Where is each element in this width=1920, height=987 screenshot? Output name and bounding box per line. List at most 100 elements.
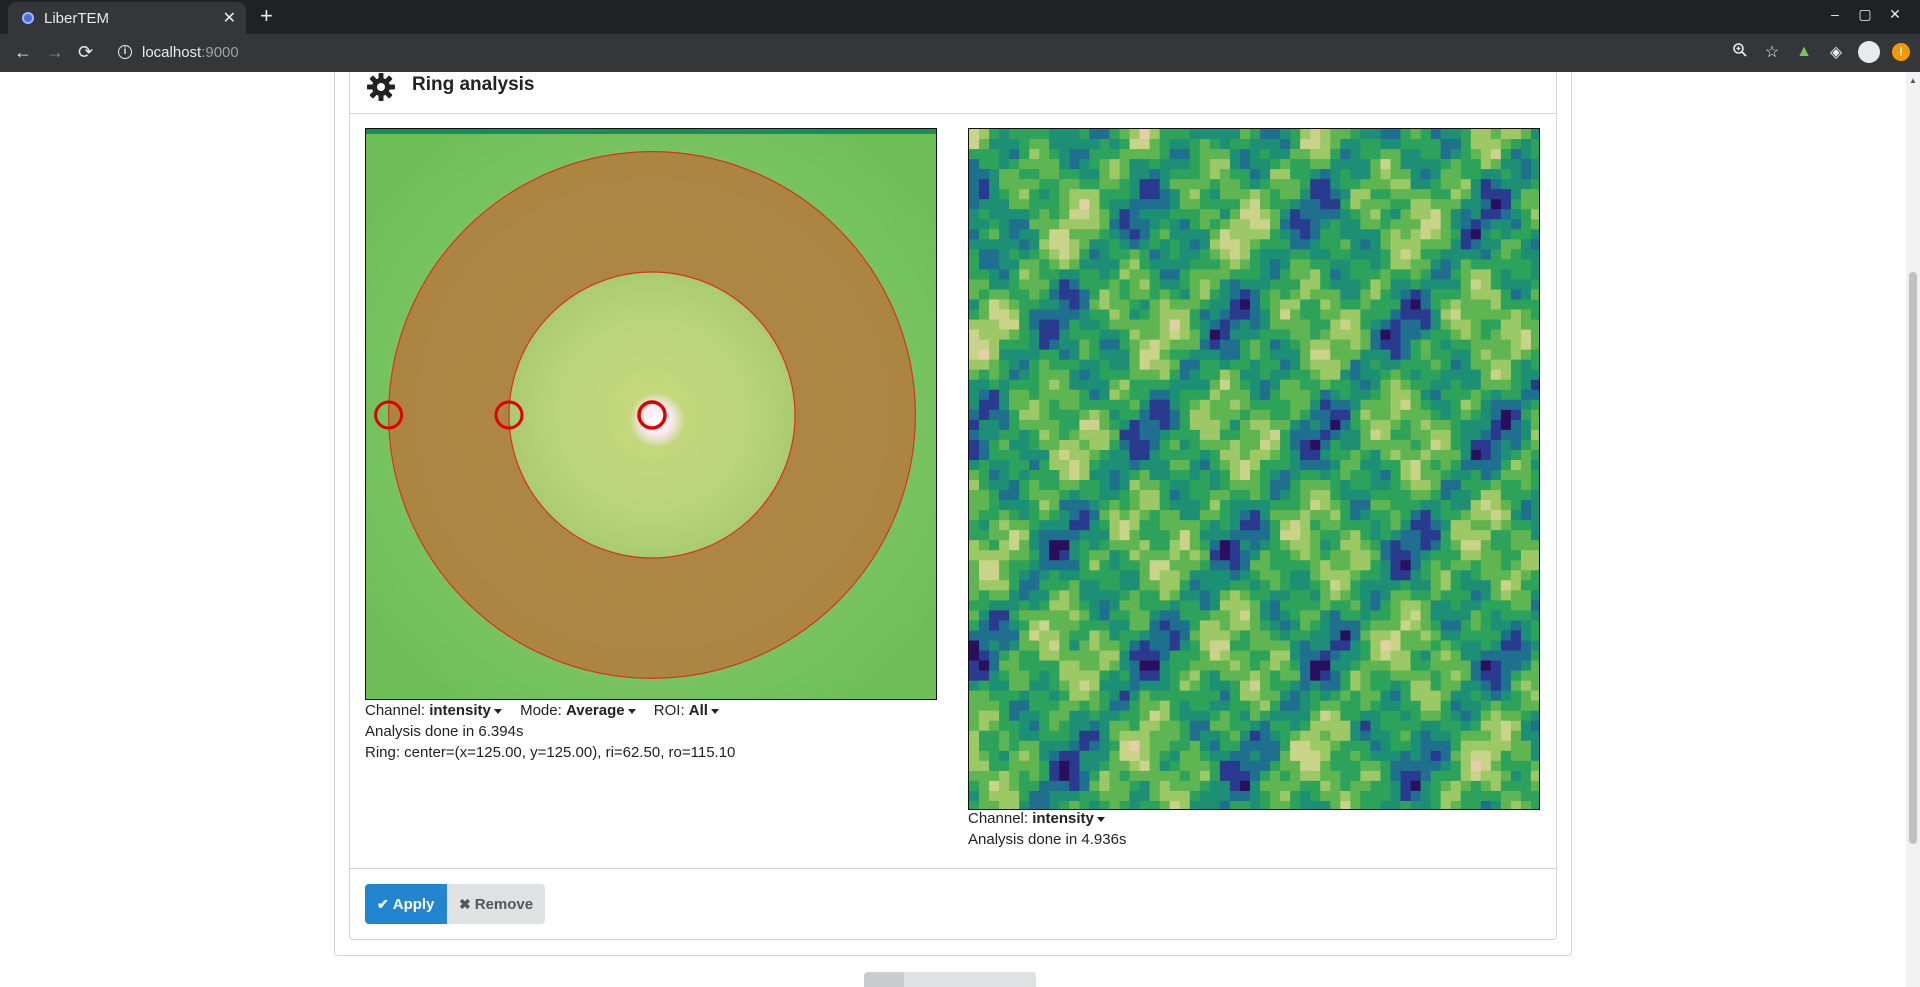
result-pixel [1049,680,1060,692]
result-pixel [1340,379,1351,391]
result-pixel [1320,720,1331,732]
result-pixel [969,780,980,792]
result-pixel [1209,500,1221,511]
address-bar[interactable]: localhost:9000 [142,44,239,61]
result-pixel [1009,680,1020,692]
browser-tab[interactable]: LiberTEM ✕ [8,2,246,34]
frame-view[interactable] [365,128,937,700]
result-pixel [1119,239,1131,250]
tab-close-icon[interactable]: ✕ [222,10,236,27]
result-pixel [989,480,1000,491]
result-pixel [1249,309,1261,321]
result-pixel [1340,720,1351,732]
result-pixel [999,600,1010,611]
result-pixel [1520,680,1532,692]
zoom-icon[interactable] [1730,42,1750,63]
result-pixel [1320,299,1331,311]
result-pixel [1270,580,1281,591]
result-channel-dropdown[interactable]: Channel: intensity [968,810,1105,827]
result-pixel [1149,590,1161,601]
result-pixel [1260,369,1271,381]
result-pixel [1119,710,1131,722]
roi-dropdown[interactable]: ROI: All [654,702,719,719]
result-image[interactable] [969,129,1540,810]
result-pixel [1029,229,1040,240]
result-pixel [1189,520,1201,531]
result-pixel [1249,219,1261,230]
result-pixel [1320,339,1331,351]
result-pixel [1119,550,1131,561]
result-pixel [1370,399,1381,411]
scroll-up-icon[interactable]: ▲ [1909,76,1917,85]
apply-button[interactable]: ✔ Apply [365,884,447,924]
mode-dropdown[interactable]: Mode: Average [520,702,636,719]
result-pixel [1320,630,1331,641]
result-pixel [1330,550,1341,561]
result-pixel [1520,339,1532,351]
reload-button[interactable]: ⟳ [78,42,94,62]
result-pixel [1390,580,1402,591]
center-handle[interactable] [637,400,667,430]
result-pixel [1360,369,1371,381]
forward-button[interactable]: → [46,42,64,62]
result-pixel [1059,239,1070,250]
result-pixel [1410,640,1422,652]
result-pixel [999,520,1010,531]
back-button[interactable]: ← [14,42,32,62]
shield-extension-icon[interactable]: ◈ [1829,44,1843,61]
result-pixel [1029,189,1040,200]
result-pixel [1300,570,1311,581]
result-pixel [1119,399,1131,411]
result-pixel [999,510,1010,521]
profile-avatar-icon[interactable] [1858,41,1880,63]
bookmark-star-icon[interactable]: ☆ [1764,44,1780,61]
result-pixel [1460,560,1472,571]
scrollbar-thumb[interactable] [1909,272,1917,844]
result-pixel [1500,429,1512,441]
result-pixel [1209,169,1221,180]
close-window-button[interactable]: ✕ [1889,6,1901,22]
add-analysis-button[interactable] [864,972,1036,987]
maximize-button[interactable]: ▢ [1858,6,1872,22]
result-pixel [1410,610,1422,621]
outer-radius-handle[interactable] [374,400,404,430]
result-pixel [1410,219,1422,230]
result-view[interactable] [968,128,1540,810]
result-pixel [1330,620,1341,631]
site-info-icon[interactable]: i [118,45,132,59]
minimize-button[interactable]: – [1831,6,1839,22]
result-pixel [1059,640,1070,652]
frame-image[interactable] [366,129,937,700]
result-pixel [1450,349,1462,361]
update-icon[interactable]: ! [1892,43,1910,61]
remove-button[interactable]: ✖ Remove [447,884,545,924]
result-pixel [1450,670,1462,682]
result-pixel [1099,560,1110,571]
result-pixel [1490,369,1502,381]
channel-dropdown[interactable]: Channel: intensity [365,702,502,719]
page-scrollbar[interactable]: ▲ [1906,72,1920,987]
result-pixel [1079,159,1090,170]
result-pixel [1109,399,1121,411]
result-pixel [1039,279,1050,290]
result-pixel [1330,349,1341,361]
result-pixel [1400,269,1412,280]
result-pixel [1530,139,1539,150]
result-pixel [1360,720,1371,732]
inner-radius-handle[interactable] [494,400,524,430]
result-pixel [1320,149,1331,160]
result-pixel [1350,640,1361,652]
result-pixel [1330,570,1341,581]
result-pixel [1139,680,1151,692]
result-pixel [1390,480,1402,491]
result-pixel [1510,159,1522,170]
result-pixel [1199,640,1211,652]
result-pixel [979,470,990,481]
result-pixel [1139,690,1151,702]
result-pixel [1119,750,1131,762]
result-pixel [1129,319,1141,331]
android-extension-icon[interactable]: ▲ [1796,43,1812,60]
result-pixel [1480,790,1492,802]
new-tab-button[interactable]: + [260,3,273,28]
result-pixel [989,129,1000,140]
